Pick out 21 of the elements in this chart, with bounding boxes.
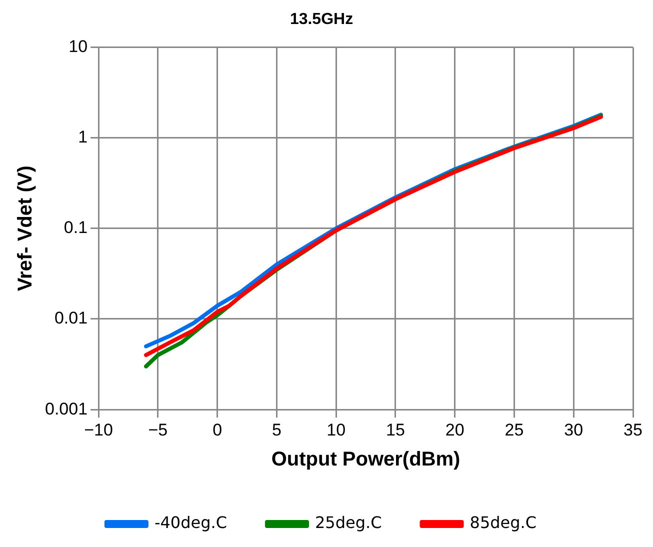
- x-tick-label: 30: [564, 420, 584, 440]
- y-tick-label: 0.001: [44, 399, 88, 418]
- x-tick-label: 25: [504, 420, 524, 440]
- x-tick-label: 5: [272, 420, 282, 440]
- legend-label: 25deg.C: [315, 513, 382, 532]
- x-tick-label: −10: [84, 420, 113, 440]
- x-tick-label: 10: [326, 420, 346, 440]
- y-tick-label: 0.01: [54, 308, 88, 328]
- y-tick-label: 10: [68, 36, 88, 56]
- x-tick-label: 20: [445, 420, 464, 440]
- x-tick-label: 15: [386, 420, 405, 440]
- y-tick-label: 0.1: [64, 218, 88, 238]
- x-tick-label: 35: [624, 420, 642, 440]
- y-axis-title: Vref- Vdet (V): [14, 166, 37, 292]
- legend-label: -40deg.C: [154, 513, 227, 532]
- y-tick-label: 1: [78, 127, 88, 146]
- x-axis-title: Output Power(dBm): [271, 448, 460, 471]
- chart-title: 13.5GHz: [290, 11, 354, 28]
- x-tick-label: −5: [148, 420, 168, 440]
- legend-label: 85deg.C: [470, 513, 537, 532]
- x-tick-label: 0: [212, 420, 222, 440]
